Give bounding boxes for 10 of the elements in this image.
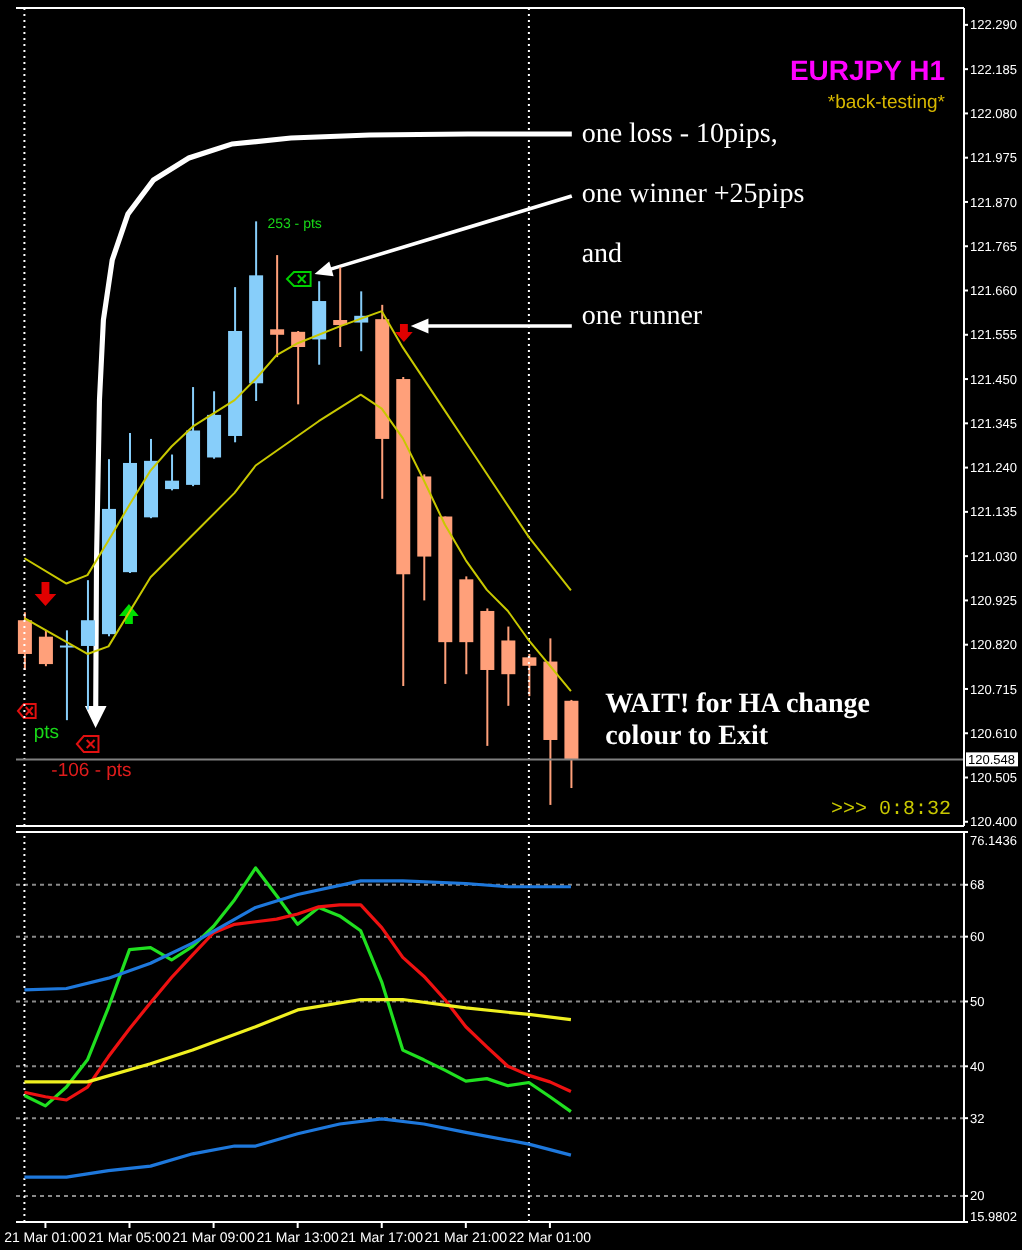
annotation: pts <box>33 722 60 744</box>
annotation: >>> 0:8:32 <box>831 800 952 824</box>
annotation: one winner +25pips <box>581 180 805 212</box>
annotation: one loss - 10pips, <box>581 120 778 152</box>
annotation: and <box>581 240 623 272</box>
text: EURJPY H1 <box>789 54 945 86</box>
annotation: -106 - pts <box>51 760 132 782</box>
annotation: WAIT! for HA change colour to Exit <box>605 690 872 754</box>
annotation: one runner <box>581 302 703 334</box>
text: *back-testing* <box>827 92 945 114</box>
